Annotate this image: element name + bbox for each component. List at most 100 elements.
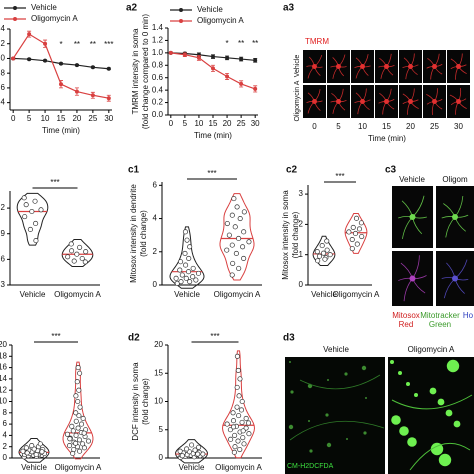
cell: [365, 397, 367, 399]
y-tick-label: 1.2: [152, 36, 164, 45]
soma: [452, 214, 458, 220]
data-point: [179, 453, 185, 459]
data-point: [232, 444, 238, 450]
soma: [336, 64, 341, 69]
data-point: [190, 265, 196, 271]
cell: [309, 449, 313, 453]
soma: [432, 99, 437, 104]
data-point: [315, 258, 321, 264]
data-point: [27, 57, 32, 62]
y-tick-label: 0.6: [152, 73, 164, 82]
data-point: [74, 89, 79, 94]
cell: [453, 420, 461, 428]
micrograph: [388, 357, 474, 474]
data-point: [22, 214, 28, 220]
legend-marker: [13, 6, 17, 10]
data-point: [106, 96, 111, 101]
data-point: [236, 393, 242, 399]
data-point: [182, 229, 188, 235]
neurite: [391, 394, 473, 471]
data-point: [190, 274, 196, 280]
violin: [312, 235, 336, 267]
data-point: [77, 404, 83, 410]
time-label: 20: [406, 122, 415, 131]
y-tick-label: 10: [154, 397, 163, 406]
data-point: [80, 415, 86, 422]
x-tick-label: 5: [27, 114, 32, 123]
significance: **: [252, 39, 258, 48]
data-point: [196, 55, 201, 60]
data-point: [79, 255, 85, 262]
legend-marker: [179, 8, 183, 12]
y-tick-label: 6: [3, 419, 8, 428]
data-point: [314, 249, 320, 255]
y-tick-label: 2: [3, 442, 8, 451]
y-tick-label: 8: [3, 408, 8, 417]
data-point: [71, 258, 77, 264]
data-point: [29, 208, 35, 215]
data-point: [31, 446, 37, 452]
data-point: [356, 226, 363, 232]
data-point: [37, 441, 43, 447]
data-point: [234, 384, 240, 390]
cell: [308, 420, 310, 422]
x-tick-label: 25: [237, 119, 246, 128]
x-tick-label: 15: [57, 114, 66, 123]
data-point: [239, 81, 244, 86]
data-point: [240, 435, 246, 441]
x-tick-label: 0: [11, 114, 16, 123]
panel-label: c1: [128, 165, 140, 176]
neurite: [289, 374, 385, 441]
x-tick-label: 5: [183, 119, 188, 128]
data-point: [67, 443, 73, 449]
data-point: [85, 438, 92, 444]
x-axis-label: Time (min): [42, 126, 80, 135]
data-point: [230, 260, 236, 266]
y-tick-label: 1.2: [0, 39, 6, 48]
data-point: [324, 247, 330, 253]
cell: [390, 360, 394, 364]
time-label: 30: [454, 122, 463, 131]
cell: [288, 424, 294, 430]
y-tick-label: 0: [299, 280, 304, 289]
data-point: [11, 56, 16, 61]
violin: [219, 193, 255, 281]
data-point: [229, 272, 235, 278]
data-point: [184, 237, 190, 243]
panel-label: a2: [126, 3, 138, 14]
y-tick-label: 0.6: [0, 83, 6, 92]
significance: **: [90, 40, 96, 49]
legend-label: Oligomycin A: [31, 14, 78, 23]
data-point: [236, 265, 242, 271]
cell: [446, 359, 460, 373]
data-point: [73, 432, 79, 438]
data-point: [182, 250, 188, 256]
data-point: [196, 444, 202, 450]
cell: [325, 413, 329, 417]
data-point: [211, 54, 215, 59]
y-tick-label: 14: [0, 374, 8, 383]
data-point: [39, 449, 45, 455]
data-point: [69, 248, 75, 254]
significance: *: [59, 40, 62, 49]
channel-label: Red: [399, 320, 414, 329]
data-point: [24, 450, 30, 456]
soma: [432, 64, 437, 69]
y-tick-label: 16: [0, 363, 8, 372]
x-tick-label: 20: [223, 119, 232, 128]
x-tick-label: 0: [169, 119, 174, 128]
data-point: [182, 52, 187, 57]
legend-label: Vehicle: [197, 5, 223, 14]
column-label: Vehicle: [399, 175, 425, 184]
data-point: [177, 267, 183, 273]
data-point: [73, 440, 79, 446]
data-point: [178, 259, 184, 265]
data-point: [239, 57, 244, 62]
data-point: [253, 86, 258, 91]
data-point: [227, 427, 233, 433]
y-tick-label: 10: [0, 397, 8, 406]
violin: [175, 439, 208, 464]
cell: [327, 379, 329, 381]
y-tick-label: 0.0: [152, 110, 164, 119]
cell: [344, 372, 348, 376]
